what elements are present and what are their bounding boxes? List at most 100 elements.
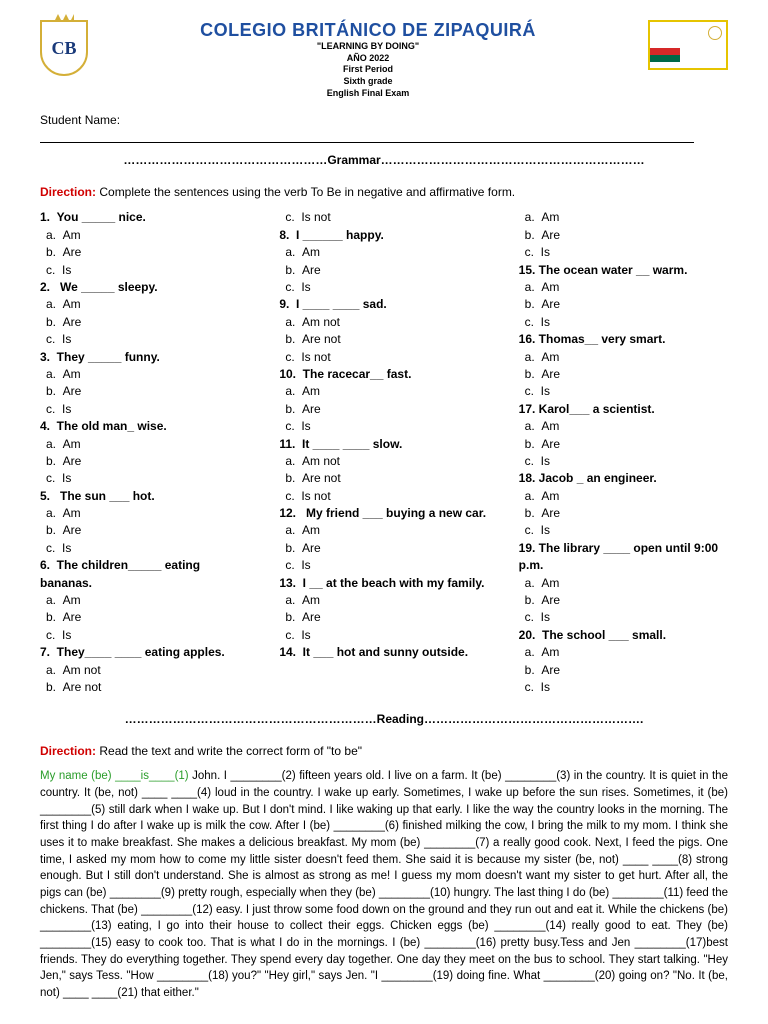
question: 5. The sun ___ hot. [40, 488, 249, 505]
option-a: a. Am not [279, 314, 488, 331]
motto: "LEARNING BY DOING" [98, 41, 638, 53]
option-c: c. Is not [279, 488, 488, 505]
option-c: c. Is [519, 522, 728, 539]
option-c: c. Is [279, 557, 488, 574]
option-a: a. Am [279, 383, 488, 400]
option-b: b. Are [40, 314, 249, 331]
option-c: c. Is [279, 418, 488, 435]
option-b: b. Are [519, 296, 728, 313]
option-a: a. Am not [279, 453, 488, 470]
option-c: c. Is [40, 331, 249, 348]
option-b: b. Are [519, 436, 728, 453]
option-c: c. Is [40, 470, 249, 487]
question: 10. The racecar__ fast. [279, 366, 488, 383]
option-c: c. Is [519, 609, 728, 626]
question: 17. Karol___ a scientist. [519, 401, 728, 418]
option-c: c. Is [279, 279, 488, 296]
question: 1. You _____ nice. [40, 209, 249, 226]
exam-page: CB COLEGIO BRITÁNICO DE ZIPAQUIRÁ "LEARN… [0, 0, 768, 1022]
option-b: b. Are [279, 262, 488, 279]
direction-label-2: Direction: [40, 744, 96, 758]
option-b: b. Are not [40, 679, 249, 696]
grammar-direction: Direction: Complete the sentences using … [40, 185, 728, 199]
option-c: c. Is [519, 679, 728, 696]
option-c: c. Is [519, 453, 728, 470]
question: 4. The old man_ wise. [40, 418, 249, 435]
option-b: b. Are [519, 366, 728, 383]
option-b: b. Are [519, 662, 728, 679]
option-a: a. Am [519, 349, 728, 366]
option-a: a. Am [279, 522, 488, 539]
question: 19. The library ____ open until 9:00 p.m… [519, 540, 728, 575]
grammar-columns: 1. You _____ nice.a. Amb. Arec. Is2. We … [40, 209, 728, 696]
option-b: b. Are [519, 592, 728, 609]
option-b: b. Are [279, 540, 488, 557]
option-a: a. Am [519, 488, 728, 505]
grade: Sixth grade [98, 76, 638, 88]
option-b: b. Are [40, 383, 249, 400]
question: 9. I ____ ____ sad. [279, 296, 488, 313]
grammar-instruction: Complete the sentences using the verb To… [96, 185, 515, 199]
option-c: c. Is [519, 314, 728, 331]
student-name-label: Student Name: [40, 113, 728, 143]
option-c: c. Is [519, 383, 728, 400]
header-center: COLEGIO BRITÁNICO DE ZIPAQUIRÁ "LEARNING… [98, 20, 638, 99]
question: 7. They____ ____ eating apples. [40, 644, 249, 661]
option-b: b. Are [279, 401, 488, 418]
option-b: b. Are not [279, 331, 488, 348]
exam-title: English Final Exam [98, 88, 638, 100]
option-b: b. Are [519, 505, 728, 522]
flag-badge [648, 20, 728, 70]
reading-passage: My name (be) ____is____(1) John. I _____… [40, 768, 728, 1001]
reading-divider: ………………………………………………………Reading………………………………… [40, 712, 728, 726]
grammar-col-1: 1. You _____ nice.a. Amb. Arec. Is2. We … [40, 209, 249, 696]
option-a: a. Am [40, 436, 249, 453]
option-a: a. Am [519, 644, 728, 661]
reading-green-lead: My name (be) ____is____(1) [40, 770, 189, 782]
option-c: c. Is [279, 627, 488, 644]
grammar-col-3: a. Amb. Arec. Is15. The ocean water __ w… [519, 209, 728, 696]
option-c: c. Is not [279, 349, 488, 366]
option-a: a. Am [40, 296, 249, 313]
year: AÑO 2022 [98, 53, 638, 65]
question: 20. The school ___ small. [519, 627, 728, 644]
period: First Period [98, 64, 638, 76]
option-a: a. Am not [40, 662, 249, 679]
question: 18. Jacob _ an engineer. [519, 470, 728, 487]
option-b: b. Are [40, 609, 249, 626]
option-a: a. Am [40, 366, 249, 383]
option-a: a. Am [40, 227, 249, 244]
student-name-line [40, 129, 694, 143]
question: 15. The ocean water __ warm. [519, 262, 728, 279]
option-b: b. Are [40, 453, 249, 470]
question: 3. They _____ funny. [40, 349, 249, 366]
option-b: b. Are [40, 244, 249, 261]
grammar-divider-text: ……………………………………………Grammar…………………………………………… [123, 153, 644, 167]
reading-body: John. I ________(2) fifteen years old. I… [40, 770, 728, 999]
option-c: c. Is [40, 262, 249, 279]
grammar-col-2: c. Is not8. I ______ happy.a. Amb. Arec.… [279, 209, 488, 696]
option-c: c. Is [519, 244, 728, 261]
question: 11. It ____ ____ slow. [279, 436, 488, 453]
option-a: a. Am [279, 592, 488, 609]
option-a: a. Am [519, 209, 728, 226]
question: 2. We _____ sleepy. [40, 279, 249, 296]
question: 12. My friend ___ buying a new car. [279, 505, 488, 522]
option-a: a. Am [519, 279, 728, 296]
option-c: c. Is [40, 540, 249, 557]
question: 14. It ___ hot and sunny outside. [279, 644, 488, 661]
option-b: b. Are not [279, 470, 488, 487]
question: 8. I ______ happy. [279, 227, 488, 244]
reading-divider-text: ………………………………………………………Reading………………………………… [125, 712, 644, 726]
logo-initials: CB [51, 38, 76, 59]
reading-instruction: Read the text and write the correct form… [96, 744, 362, 758]
school-name: COLEGIO BRITÁNICO DE ZIPAQUIRÁ [98, 20, 638, 41]
option-b: b. Are [519, 227, 728, 244]
reading-direction: Direction: Read the text and write the c… [40, 744, 728, 758]
question: 16. Thomas__ very smart. [519, 331, 728, 348]
option-a: a. Am [519, 418, 728, 435]
student-name-text: Student Name: [40, 113, 120, 127]
option-b: b. Are [40, 522, 249, 539]
option-c: c. Is [40, 401, 249, 418]
direction-label: Direction: [40, 185, 96, 199]
